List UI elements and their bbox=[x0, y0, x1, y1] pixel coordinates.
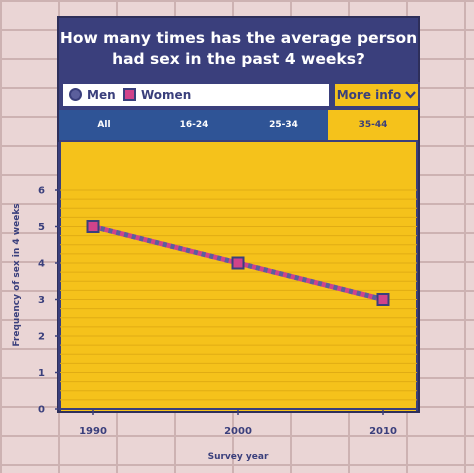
title-line-1: How many times has the average person bbox=[59, 29, 418, 47]
more-info-label: More info bbox=[336, 88, 402, 102]
age-tabs: All 16-24 25-34 35-44 bbox=[59, 110, 418, 140]
tab-16-24-label: 16-24 bbox=[179, 120, 209, 130]
legend-women-label: Women bbox=[141, 88, 192, 102]
y-tick-label: 5 bbox=[38, 222, 45, 233]
legend-item-men[interactable]: Men bbox=[69, 88, 116, 102]
legend-item-women[interactable]: Women bbox=[123, 88, 191, 102]
chart-card: How many times has the average person ha… bbox=[57, 16, 420, 413]
chevron-down-icon bbox=[405, 91, 417, 99]
y-tick-label: 3 bbox=[38, 295, 45, 306]
y-tick-label: 2 bbox=[38, 332, 45, 343]
tab-all-label: All bbox=[97, 120, 111, 130]
tab-35-44-label: 35-44 bbox=[358, 120, 388, 130]
tab-all[interactable]: All bbox=[59, 110, 149, 140]
x-tick-label: 1990 bbox=[79, 426, 107, 437]
more-info-button[interactable]: More info bbox=[333, 82, 420, 108]
women-marker-icon bbox=[123, 88, 136, 101]
legend: Men Women bbox=[61, 82, 331, 108]
y-tick-label: 4 bbox=[38, 259, 45, 270]
y-axis-label: Frequency of sex in 4 weeks bbox=[12, 203, 22, 347]
men-marker-icon bbox=[69, 88, 82, 101]
men-series-line bbox=[92, 224, 384, 302]
tab-25-34-label: 25-34 bbox=[269, 120, 298, 130]
x-tick-label: 2000 bbox=[224, 426, 252, 437]
tab-25-34[interactable]: 25-34 bbox=[239, 110, 328, 140]
plot-area bbox=[61, 142, 416, 411]
title-line-2: had sex in the past 4 weeks? bbox=[112, 50, 365, 68]
x-axis-label: Survey year bbox=[207, 452, 269, 462]
y-tick-label: 1 bbox=[38, 368, 45, 379]
x-tick-label: 2010 bbox=[369, 426, 397, 437]
y-tick-label: 0 bbox=[38, 405, 45, 416]
women-data-point bbox=[231, 256, 245, 270]
legend-men-label: Men bbox=[87, 88, 116, 102]
women-data-point bbox=[376, 293, 390, 306]
legend-row: Men Women More info bbox=[61, 82, 420, 108]
y-tick-label: 6 bbox=[38, 186, 45, 197]
tab-35-44[interactable]: 35-44 bbox=[328, 110, 418, 140]
chart-title: How many times has the average person ha… bbox=[59, 28, 418, 70]
tab-16-24[interactable]: 16-24 bbox=[149, 110, 239, 140]
women-data-point bbox=[86, 220, 100, 233]
